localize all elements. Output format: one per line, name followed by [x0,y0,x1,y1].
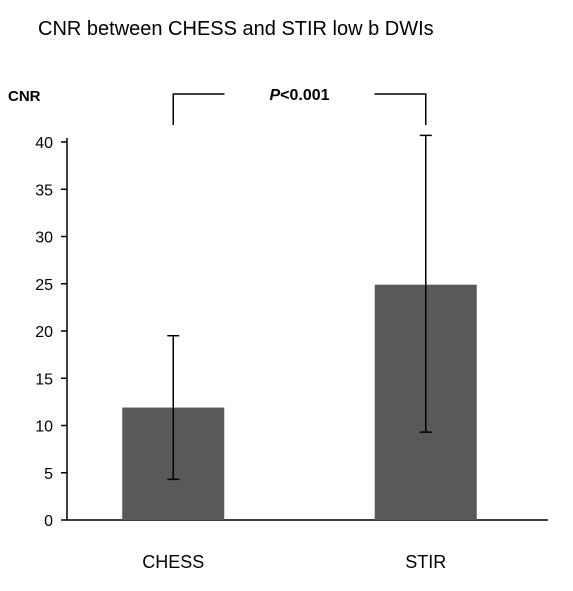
x-tick-label: CHESS [142,552,204,572]
y-tick-label: 0 [44,513,53,530]
y-axis-label: CNR [8,88,41,105]
p-value-label: P<0.001 [269,87,329,104]
y-tick-label: 10 [35,419,53,436]
bars: CHESS STIR [122,284,477,572]
significance-bracket: P<0.001 [172,87,427,125]
x-tick-label: STIR [405,552,446,572]
y-tick-label: 40 [35,135,53,152]
y-tick-label: 15 [35,371,53,388]
y-tick-label: 30 [35,230,53,247]
y-tick-label: 35 [35,182,53,199]
y-tick-label: 20 [35,324,53,341]
y-tick-label: 25 [35,277,53,294]
error-bars [167,134,432,481]
bracket-left [172,93,225,125]
bracket-right [374,93,427,125]
y-tick-label: 5 [44,466,53,483]
chart-title: CNR between CHESS and STIR low b DWIs [38,18,434,40]
axes: 0 5 10 15 20 25 30 35 40 [35,135,548,530]
